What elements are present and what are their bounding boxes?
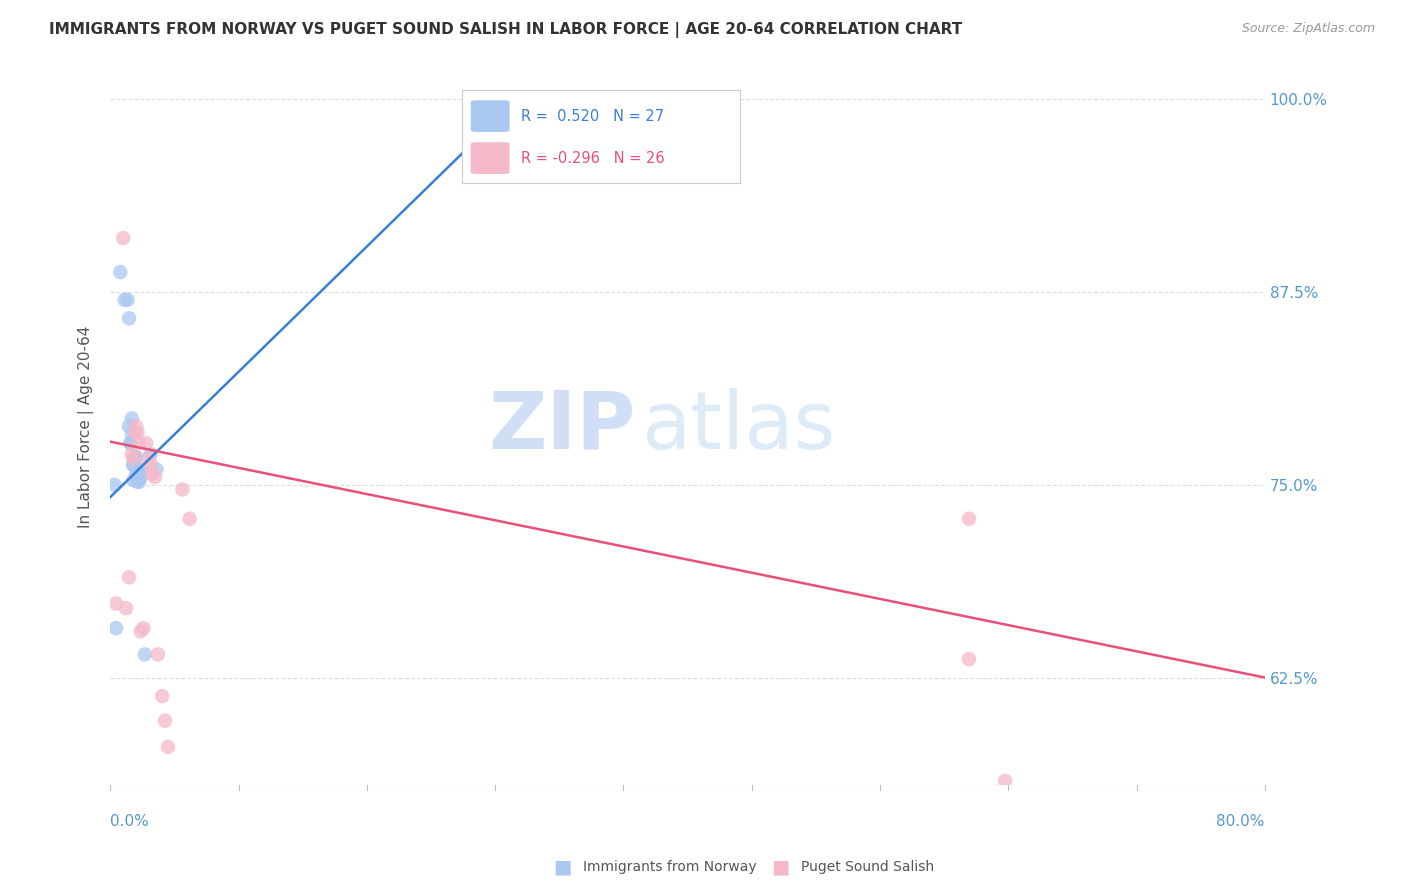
Point	[121, 411, 143, 425]
Point	[136, 451, 159, 466]
Text: IMMIGRANTS FROM NORWAY VS PUGET SOUND SALISH IN LABOR FORCE | AGE 20-64 CORRELAT: IMMIGRANTS FROM NORWAY VS PUGET SOUND SA…	[49, 22, 963, 38]
Text: ■: ■	[770, 857, 790, 877]
Text: 0.0%: 0.0%	[110, 814, 149, 830]
Point	[125, 450, 148, 464]
Point	[122, 458, 145, 472]
Point	[117, 293, 139, 307]
Text: 80.0%: 80.0%	[1216, 814, 1265, 830]
Point	[957, 512, 980, 526]
Point	[132, 621, 155, 635]
Point	[125, 466, 148, 480]
Point	[129, 624, 152, 639]
Point	[122, 458, 145, 472]
Point	[134, 648, 156, 662]
Point	[156, 739, 179, 754]
Point	[110, 265, 132, 279]
Point	[135, 436, 157, 450]
Point	[122, 473, 145, 487]
Point	[127, 470, 149, 484]
Point	[105, 597, 128, 611]
Text: ■: ■	[553, 857, 572, 877]
Point	[125, 419, 148, 434]
Text: ZIP: ZIP	[488, 388, 636, 466]
Point	[957, 652, 980, 666]
Point	[118, 570, 141, 584]
Point	[139, 456, 162, 470]
Point	[103, 478, 125, 492]
Point	[172, 483, 194, 497]
Point	[179, 512, 201, 526]
Point	[115, 601, 138, 615]
Point	[121, 426, 143, 441]
Point	[122, 451, 145, 466]
Point	[128, 466, 150, 480]
Point	[145, 462, 167, 476]
Text: Immigrants from Norway: Immigrants from Norway	[583, 860, 756, 874]
Point	[121, 447, 143, 461]
Point	[153, 714, 176, 728]
Point	[146, 648, 169, 662]
Text: atlas: atlas	[641, 388, 835, 466]
Point	[124, 425, 146, 440]
Point	[127, 475, 149, 489]
Point	[118, 311, 141, 326]
Point	[503, 108, 526, 122]
Point	[120, 436, 142, 450]
Point	[143, 470, 166, 484]
Point	[118, 419, 141, 434]
Point	[114, 293, 136, 307]
Point	[112, 231, 135, 245]
Point	[129, 470, 152, 484]
Point	[994, 773, 1017, 788]
Point	[128, 436, 150, 450]
Y-axis label: In Labor Force | Age 20-64: In Labor Force | Age 20-64	[79, 326, 94, 528]
Point	[105, 621, 128, 635]
Point	[141, 467, 163, 481]
Point	[150, 689, 173, 703]
Text: Puget Sound Salish: Puget Sound Salish	[801, 860, 935, 874]
Point	[139, 447, 162, 461]
Point	[131, 462, 153, 476]
Point	[120, 436, 142, 450]
Point	[127, 425, 149, 440]
Point	[128, 475, 150, 489]
Text: Source: ZipAtlas.com: Source: ZipAtlas.com	[1241, 22, 1375, 36]
Point	[124, 450, 146, 464]
